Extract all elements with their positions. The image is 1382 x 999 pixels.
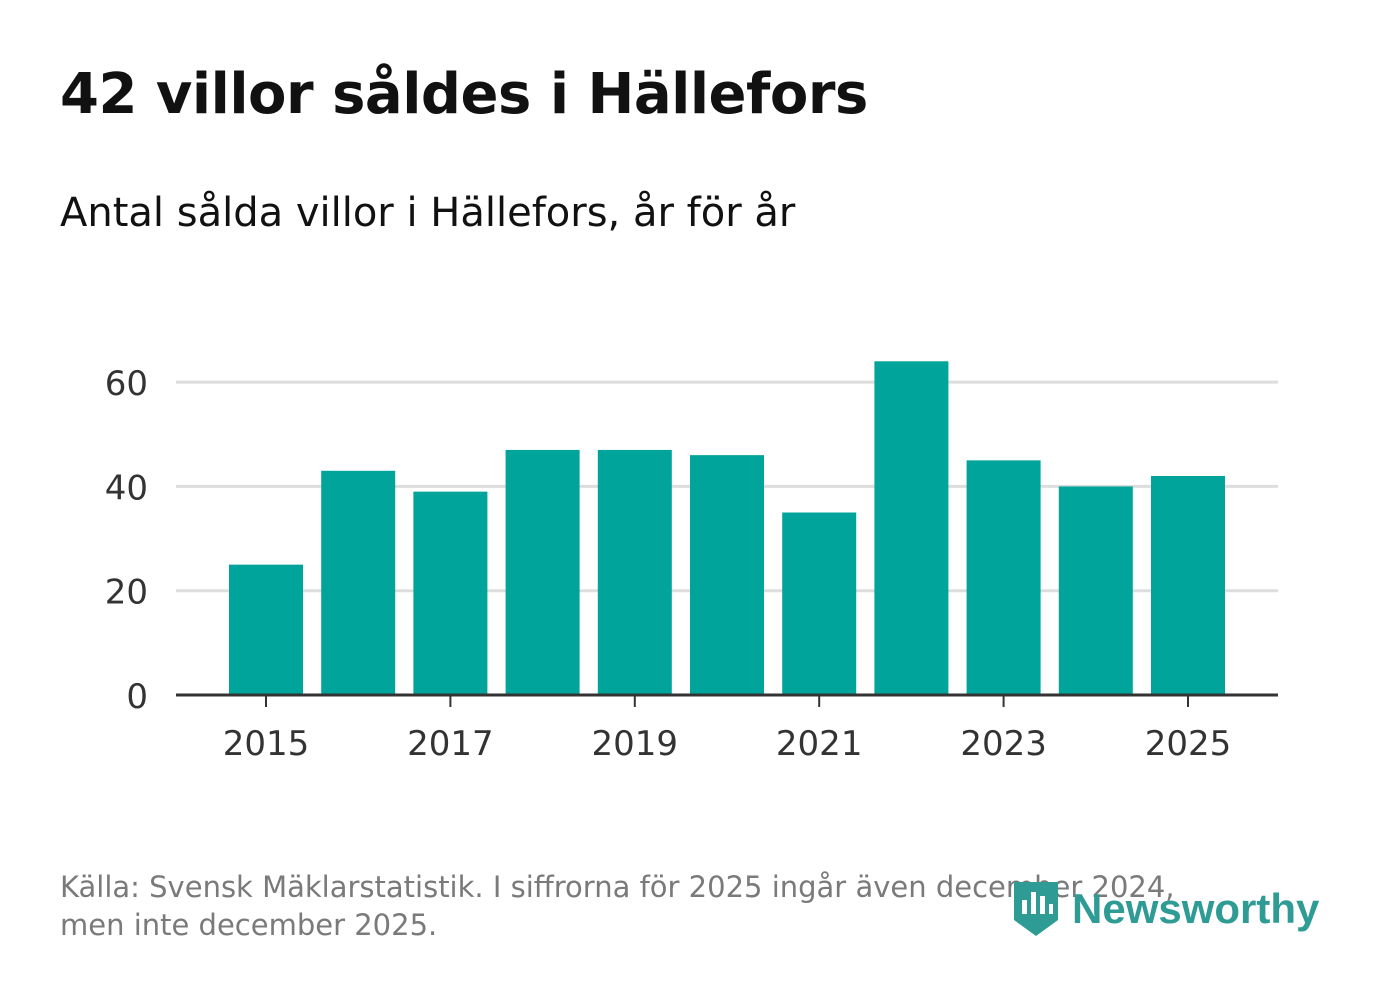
y-tick-label: 20	[105, 573, 148, 613]
x-tick-label: 2015	[223, 724, 310, 764]
y-tick-label: 0	[126, 677, 148, 717]
y-tick-label: 60	[105, 364, 148, 404]
source-note: Källa: Svensk Mäklarstatistik. I siffror…	[60, 868, 1300, 944]
bar-2015	[229, 564, 303, 695]
x-tick-label: 2017	[407, 724, 494, 764]
bar-2024	[1058, 486, 1133, 695]
bar-2021	[782, 512, 857, 695]
newsworthy-chart-icon	[1014, 882, 1058, 936]
x-axis-ticks: 2015 2017 2019 2021 2023 2025	[223, 695, 1232, 764]
x-tick-label: 2019	[592, 724, 679, 764]
bar-2017	[413, 491, 488, 695]
bar-2016	[321, 470, 396, 695]
y-tick-label: 40	[105, 468, 148, 508]
bar-2020	[690, 455, 764, 695]
bar-2019	[597, 449, 672, 695]
logo-text: Newsworthy	[1072, 885, 1320, 932]
bar-2022	[874, 361, 949, 695]
source-line-1: Källa: Svensk Mäklarstatistik. I siffror…	[60, 870, 1175, 904]
x-tick-label: 2021	[776, 724, 863, 764]
x-tick-label: 2025	[1145, 724, 1232, 764]
bar-2023	[966, 460, 1041, 695]
chart-title: 42 villor såldes i Hällefors	[60, 62, 868, 127]
bar-2025	[1151, 476, 1225, 695]
chart-subtitle: Antal sålda villor i Hällefors, år för å…	[60, 190, 796, 236]
x-tick-label: 2023	[960, 724, 1047, 764]
source-line-2: men inte december 2025.	[60, 908, 438, 942]
y-axis-ticks: 0 20 40 60	[105, 364, 148, 717]
bars	[229, 361, 1225, 695]
bar-2018	[505, 449, 580, 695]
newsworthy-logo: Newsworthy	[1010, 878, 1319, 940]
